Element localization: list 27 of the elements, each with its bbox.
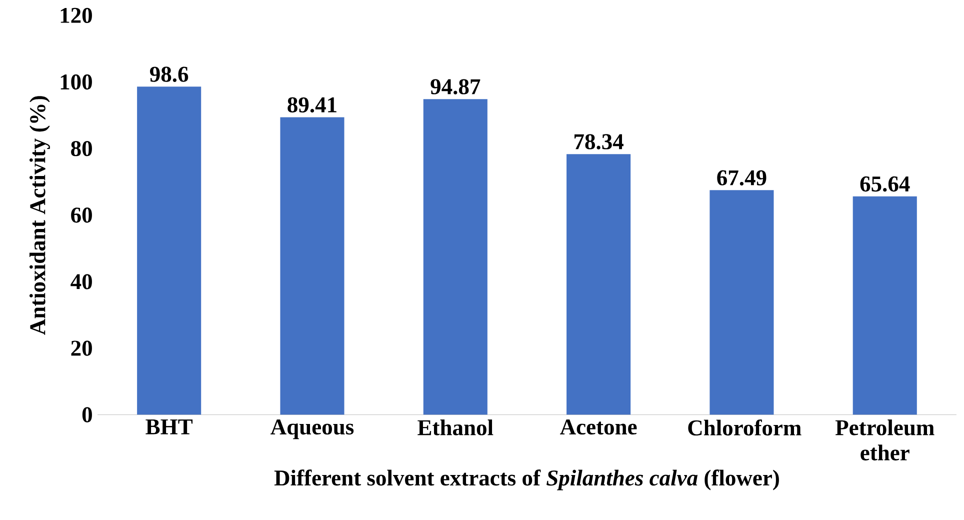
bar: [423, 98, 488, 415]
bar: [137, 86, 202, 415]
x-axis-title: Different solvent extracts of Spilanthes calva (flower): [274, 469, 779, 490]
x-tick-label: Chloroform: [688, 419, 802, 436]
bar: [280, 117, 344, 415]
data-label: 67.49: [717, 170, 766, 186]
data-label: 78.34: [574, 134, 624, 150]
data-label: 98.6: [150, 66, 188, 82]
y-tick-label: 60: [71, 207, 92, 223]
y-axis-title: Antioxidant Activity (%): [29, 96, 50, 335]
x-tick-label: Acetone: [560, 419, 637, 434]
data-label: 89.41: [288, 97, 336, 112]
y-tick-label: 100: [60, 74, 92, 90]
bar: [710, 190, 774, 415]
x-tick-label: Aqueous: [270, 419, 354, 439]
y-tick-label: 40: [70, 274, 92, 290]
bar: [852, 196, 917, 415]
data-label: 65.64: [860, 176, 910, 192]
x-tick-label: Petroleum ether: [835, 419, 934, 460]
y-tick-label: 20: [71, 340, 92, 356]
y-tick-label: 120: [60, 8, 92, 23]
y-tick-label: 0: [82, 407, 92, 422]
bar: [566, 154, 631, 415]
x-tick-label: BHT: [146, 419, 193, 434]
x-tick-label: Ethanol: [418, 419, 494, 436]
y-tick-label: 80: [71, 140, 92, 156]
data-label: 94.87: [430, 78, 480, 94]
